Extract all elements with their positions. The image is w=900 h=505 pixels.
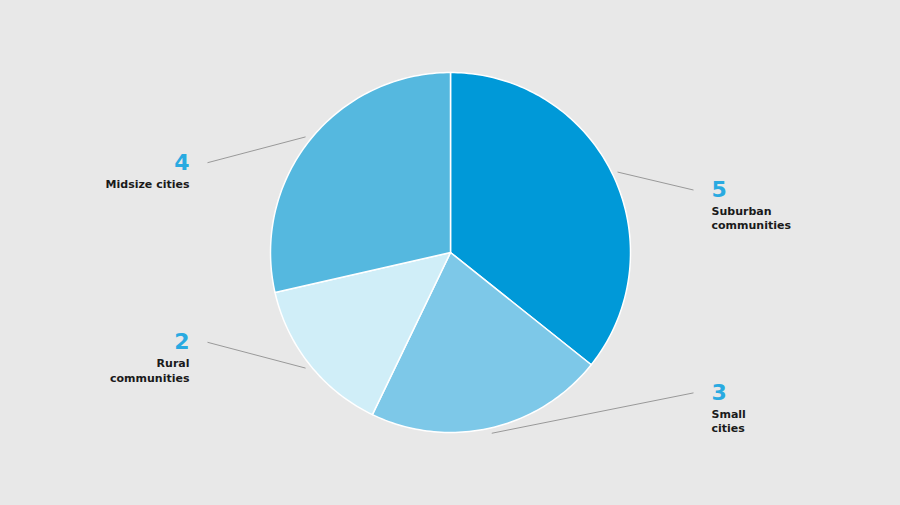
- svg-text:Midsize cities: Midsize cities: [106, 178, 190, 191]
- svg-text:4: 4: [174, 150, 189, 175]
- svg-text:5: 5: [712, 177, 727, 202]
- svg-text:Suburbancommunities: Suburbancommunities: [712, 205, 792, 232]
- svg-text:3: 3: [712, 380, 727, 405]
- svg-text:Smallcities: Smallcities: [712, 408, 746, 435]
- svg-text:2: 2: [174, 329, 189, 354]
- svg-text:Ruralcommunities: Ruralcommunities: [110, 357, 190, 384]
